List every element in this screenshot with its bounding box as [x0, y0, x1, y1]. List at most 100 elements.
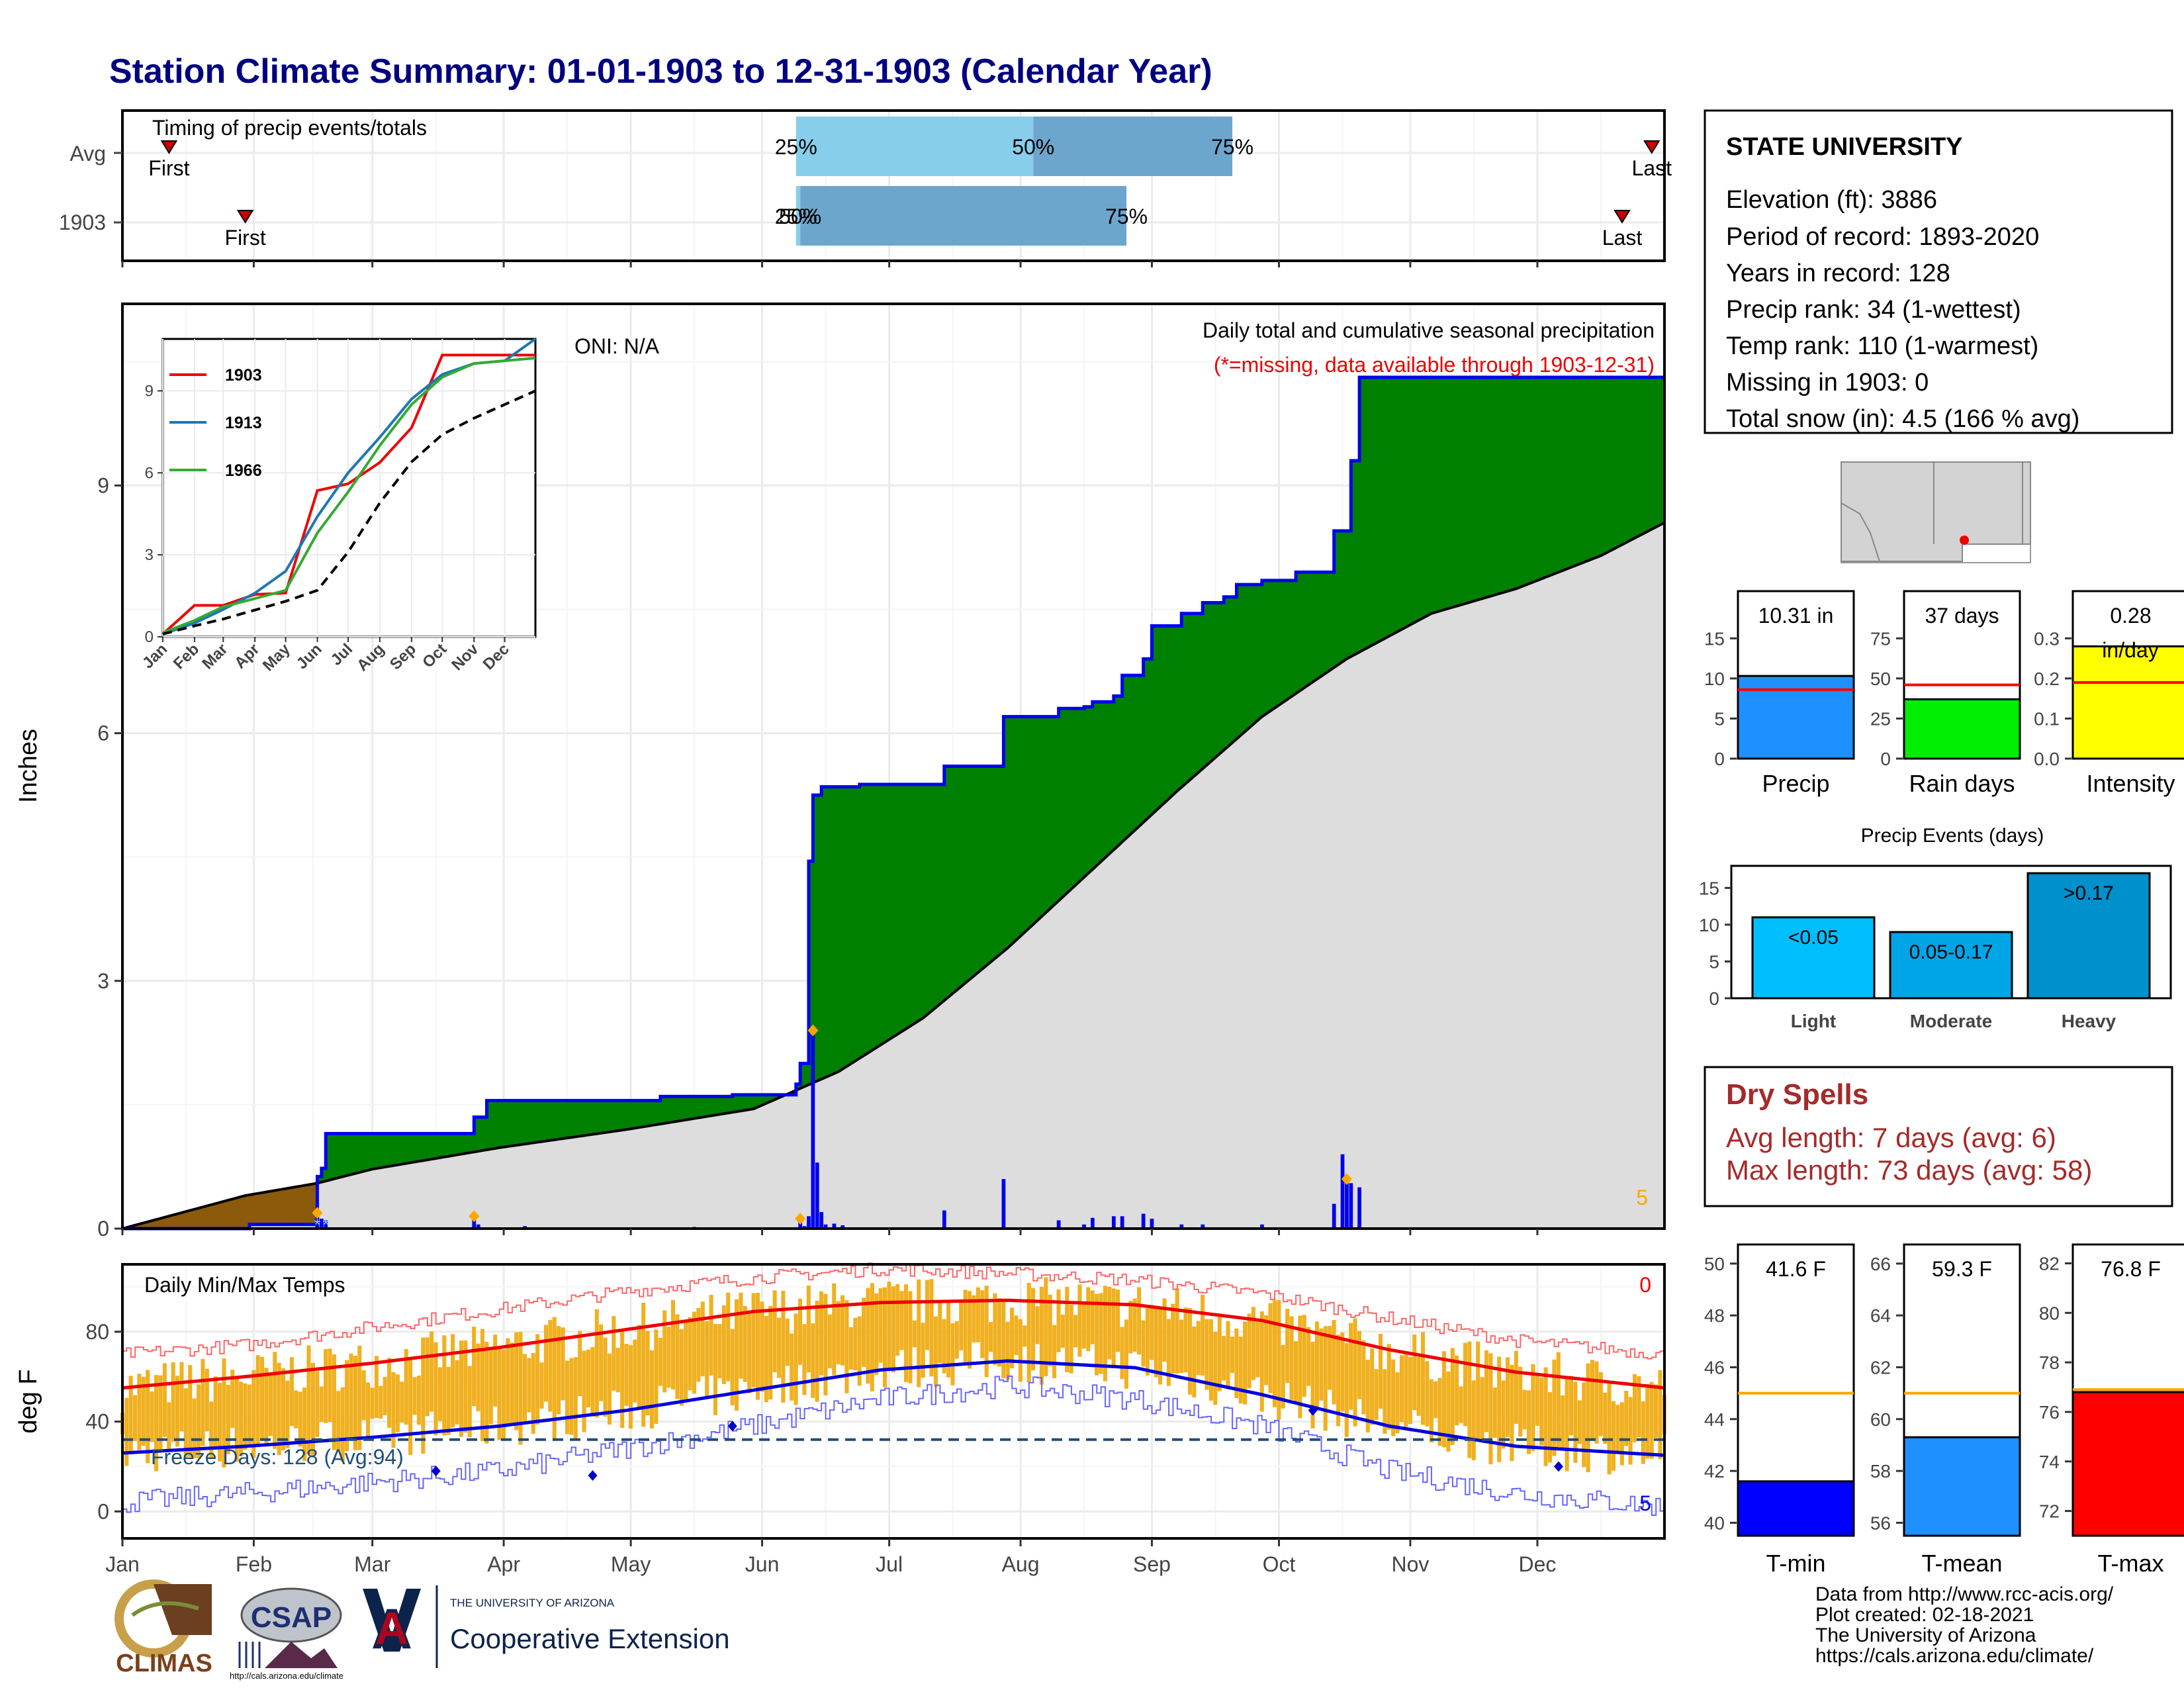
- temp-daily-bar: [154, 1375, 159, 1472]
- precip-surplus-area: [605, 1100, 611, 1133]
- temp-daily-bar: [353, 1356, 357, 1450]
- temp-daily-bar: [213, 1376, 218, 1448]
- precip-surplus-area: [952, 766, 958, 994]
- precip-surplus-area: [715, 1096, 721, 1116]
- summary-category-label: T-max: [2097, 1550, 2163, 1577]
- precip-surplus-area: [1443, 377, 1449, 610]
- temp-daily-bar: [1556, 1352, 1561, 1447]
- temp-daily-bar: [815, 1301, 819, 1402]
- precip-surplus-area: [520, 1100, 526, 1145]
- precip-surplus-area: [596, 1100, 602, 1135]
- summary-y-tick-label: 50: [1704, 1254, 1725, 1274]
- precip-surplus-area: [1274, 580, 1280, 709]
- inset-y-tick-label: 3: [145, 546, 154, 564]
- precip-surplus-area: [939, 784, 945, 1005]
- temp-daily-bar: [328, 1348, 332, 1423]
- precip-surplus-area: [1558, 377, 1564, 573]
- temp-daily-bar: [607, 1353, 612, 1425]
- precip-surplus-area: [1117, 695, 1123, 847]
- temp-daily-bar: [1268, 1303, 1273, 1393]
- temp-daily-bar: [1607, 1383, 1612, 1475]
- precip-daily-bars: * *: [312, 1024, 1361, 1234]
- temp-daily-bar: [1310, 1341, 1315, 1429]
- precip-surplus-area: [1032, 716, 1038, 925]
- precip-surplus-area: [1287, 580, 1293, 700]
- temp-daily-bar: [1645, 1383, 1650, 1459]
- station-name: STATE UNIVERSITY: [1726, 133, 1963, 161]
- temp-daily-bar: [1192, 1326, 1197, 1398]
- precip-legend-title: Daily total and cumulative seasonal prec…: [1203, 318, 1655, 342]
- station-years: Years in record: 128: [1726, 259, 1950, 287]
- temp-daily-bar: [183, 1388, 188, 1457]
- summary-y-tick-label: 0.3: [2034, 628, 2060, 649]
- temp-daily-bar: [933, 1316, 938, 1387]
- precip-surplus-area: [1257, 584, 1263, 722]
- temp-daily-bar: [1586, 1363, 1590, 1473]
- temp-daily-bar: [1137, 1287, 1142, 1355]
- temp-daily-bar: [222, 1358, 226, 1468]
- temp-daily-bar: [1285, 1309, 1290, 1383]
- temp-daily-bar: [1107, 1286, 1112, 1360]
- precip-deficit-area: [283, 1188, 289, 1225]
- temp-daily-bar: [1450, 1348, 1455, 1445]
- summary-value-label: 41.6 F: [1766, 1257, 1826, 1281]
- precip-surplus-area: [1050, 716, 1056, 910]
- timing-row-label-avg: Avg: [69, 142, 106, 165]
- precip-surplus-area: [461, 1133, 467, 1155]
- precip-surplus-area: [821, 786, 827, 1080]
- precip-daily-bar: [315, 1213, 320, 1229]
- temp-daily-bar: [133, 1395, 138, 1441]
- temp-daily-bar: [806, 1285, 811, 1373]
- timing-first-marker-0: [160, 140, 178, 154]
- temp-daily-bar: [1060, 1314, 1065, 1348]
- temp-daily-bar: [1492, 1387, 1497, 1438]
- temp-daily-bar: [853, 1317, 858, 1371]
- temp-daily-bar: [1065, 1287, 1069, 1373]
- precip-surplus-area: [1482, 377, 1488, 599]
- precip-surplus-area: [334, 1133, 340, 1180]
- precip-surplus-area: [1448, 377, 1453, 609]
- temp-daily-bar: [1171, 1303, 1175, 1374]
- precip-deficit-area: [295, 1186, 301, 1225]
- precip-surplus-area: [1261, 580, 1267, 718]
- ua-block-a-icon: A: [371, 1597, 412, 1661]
- temp-daily-bar: [1603, 1392, 1608, 1444]
- temp-daily-bar: [1289, 1316, 1294, 1400]
- precip-surplus-area: [1126, 675, 1132, 839]
- snow-marker: [795, 1213, 806, 1225]
- temp-daily-bar: [954, 1321, 959, 1359]
- precip-surplus-area: [482, 1117, 488, 1151]
- precip-surplus-area: [1355, 460, 1361, 655]
- temp-daily-bar: [1480, 1377, 1484, 1440]
- precip-surplus-area: [533, 1100, 539, 1144]
- precip-surplus-area: [1655, 377, 1661, 528]
- precip-surplus-area: [639, 1100, 645, 1128]
- temp-daily-bar: [255, 1355, 260, 1448]
- temp-daily-bar: [1633, 1374, 1637, 1442]
- temp-daily-bar: [209, 1401, 214, 1459]
- precip-surplus-area: [630, 1100, 636, 1129]
- temp-daily-bar: [1446, 1371, 1451, 1452]
- temp-daily-bar: [357, 1345, 362, 1450]
- inset-legend-label: 1903: [225, 366, 262, 385]
- temp-daily-bar: [1565, 1377, 1569, 1472]
- events-bar-light: [1751, 916, 1876, 1000]
- timing-bar-late-0: [1033, 117, 1233, 176]
- summary-bar-t-mean: [1903, 1436, 2021, 1537]
- snow-day-marker: *: [323, 1216, 329, 1234]
- temp-daily-bar: [1531, 1364, 1535, 1451]
- precip-surplus-area: [1639, 377, 1644, 537]
- precip-surplus-area: [503, 1100, 509, 1148]
- precip-surplus-area: [1418, 377, 1424, 621]
- ua-small-text: THE UNIVERSITY OF ARIZONA: [450, 1597, 615, 1609]
- precip-deficit-area: [181, 1211, 187, 1229]
- precip-surplus-area: [1101, 701, 1107, 863]
- precip-surplus-area: [1422, 377, 1428, 619]
- month-tick-label: Apr: [487, 1552, 520, 1576]
- precip-surplus-area: [397, 1133, 403, 1166]
- summary-y-tick-label: 60: [1870, 1409, 1891, 1430]
- precip-surplus-area: [736, 1094, 742, 1112]
- precip-daily-bar: [841, 1225, 845, 1229]
- temp-daily-bar: [743, 1305, 747, 1382]
- temp-daily-bar: [1577, 1400, 1582, 1444]
